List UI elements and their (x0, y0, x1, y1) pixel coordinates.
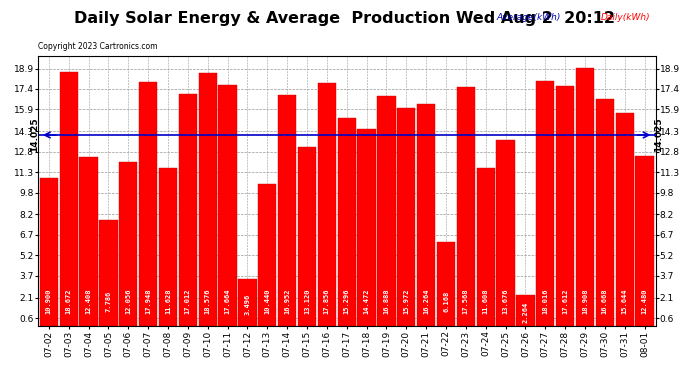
Bar (99, 220, 117, 326)
Bar (40, 178, 58, 326)
Text: 16.888: 16.888 (384, 289, 389, 315)
Bar (477, 168, 495, 326)
Text: Average(kWh): Average(kWh) (497, 13, 561, 22)
Bar (635, 156, 653, 326)
Bar (615, 113, 634, 326)
Bar (238, 279, 257, 326)
Bar (159, 168, 177, 326)
Text: 7.786: 7.786 (106, 291, 112, 312)
Text: 6.168: 6.168 (443, 291, 449, 312)
Bar (258, 184, 277, 326)
Text: Daily(kWh): Daily(kWh) (600, 13, 650, 22)
Text: 17.856: 17.856 (324, 289, 330, 315)
Bar (298, 147, 316, 326)
Bar (576, 68, 594, 326)
Bar (337, 118, 356, 326)
Text: Daily Solar Energy & Average  Production Wed Aug 2  20:12: Daily Solar Energy & Average Production … (75, 11, 615, 26)
Text: 14.025: 14.025 (655, 118, 664, 152)
Text: 17.012: 17.012 (185, 289, 191, 315)
Text: 17.948: 17.948 (145, 289, 151, 315)
Bar (179, 94, 197, 326)
Bar (357, 129, 376, 326)
Text: 17.568: 17.568 (463, 289, 469, 315)
Bar (119, 162, 137, 326)
Text: 10.900: 10.900 (46, 289, 52, 315)
Bar (595, 99, 614, 326)
Text: 17.612: 17.612 (562, 289, 568, 315)
Bar (317, 83, 336, 326)
Bar (139, 81, 157, 326)
Bar (79, 157, 98, 326)
Bar (397, 108, 415, 326)
Text: 18.672: 18.672 (66, 289, 72, 315)
Text: 16.264: 16.264 (423, 289, 429, 315)
Bar (59, 72, 78, 326)
Bar (199, 73, 217, 326)
Text: 16.668: 16.668 (602, 289, 608, 315)
Bar (536, 81, 555, 326)
Text: 11.628: 11.628 (165, 289, 171, 315)
Text: 10.440: 10.440 (264, 289, 270, 315)
Bar (516, 296, 535, 326)
Bar (219, 86, 237, 326)
Text: 17.664: 17.664 (224, 289, 230, 315)
Text: 13.120: 13.120 (304, 289, 310, 315)
Bar (278, 95, 296, 326)
Text: 14.025: 14.025 (30, 118, 39, 152)
Text: 16.952: 16.952 (284, 289, 290, 315)
Text: 15.296: 15.296 (344, 289, 350, 315)
Text: 12.408: 12.408 (86, 289, 92, 315)
Text: 11.608: 11.608 (483, 289, 489, 315)
Bar (437, 242, 455, 326)
Text: Copyright 2023 Cartronics.com: Copyright 2023 Cartronics.com (38, 42, 157, 51)
Text: 12.480: 12.480 (642, 289, 648, 315)
Text: 13.676: 13.676 (502, 289, 509, 315)
Bar (496, 140, 515, 326)
Text: 3.496: 3.496 (244, 294, 250, 315)
Text: 18.016: 18.016 (542, 289, 549, 315)
Text: 2.264: 2.264 (522, 302, 529, 323)
Text: 12.056: 12.056 (126, 289, 131, 315)
Bar (377, 96, 395, 326)
Text: 15.972: 15.972 (403, 289, 409, 315)
Bar (556, 86, 574, 326)
Text: 14.472: 14.472 (364, 289, 370, 315)
Bar (457, 87, 475, 326)
Text: 18.576: 18.576 (205, 289, 210, 315)
Text: 18.908: 18.908 (582, 289, 588, 315)
Bar (417, 105, 435, 326)
Text: 15.644: 15.644 (622, 289, 628, 315)
